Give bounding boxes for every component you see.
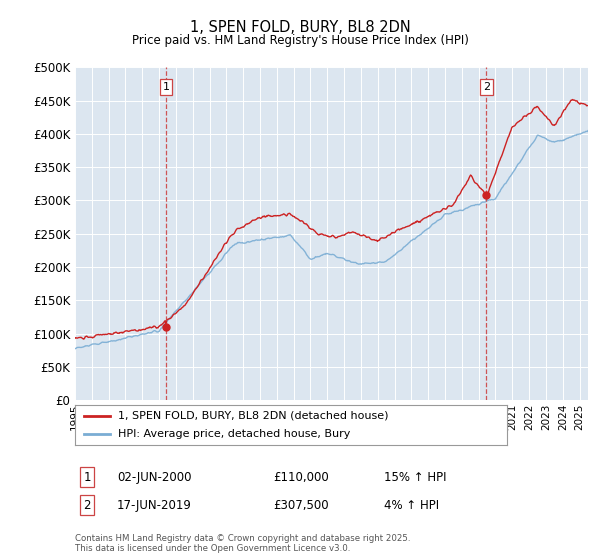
Text: 4% ↑ HPI: 4% ↑ HPI: [384, 498, 439, 512]
Text: 15% ↑ HPI: 15% ↑ HPI: [384, 470, 446, 484]
Text: 17-JUN-2019: 17-JUN-2019: [117, 498, 192, 512]
Text: 2: 2: [483, 82, 490, 92]
Text: £110,000: £110,000: [273, 470, 329, 484]
Text: 1, SPEN FOLD, BURY, BL8 2DN (detached house): 1, SPEN FOLD, BURY, BL8 2DN (detached ho…: [118, 411, 389, 421]
Text: 1, SPEN FOLD, BURY, BL8 2DN: 1, SPEN FOLD, BURY, BL8 2DN: [190, 20, 410, 35]
Text: Price paid vs. HM Land Registry's House Price Index (HPI): Price paid vs. HM Land Registry's House …: [131, 34, 469, 46]
Text: HPI: Average price, detached house, Bury: HPI: Average price, detached house, Bury: [118, 430, 350, 439]
Text: 1: 1: [163, 82, 170, 92]
Text: 1: 1: [83, 470, 91, 484]
Text: 02-JUN-2000: 02-JUN-2000: [117, 470, 191, 484]
Text: 2: 2: [83, 498, 91, 512]
Text: £307,500: £307,500: [273, 498, 329, 512]
Text: Contains HM Land Registry data © Crown copyright and database right 2025.
This d: Contains HM Land Registry data © Crown c…: [75, 534, 410, 553]
